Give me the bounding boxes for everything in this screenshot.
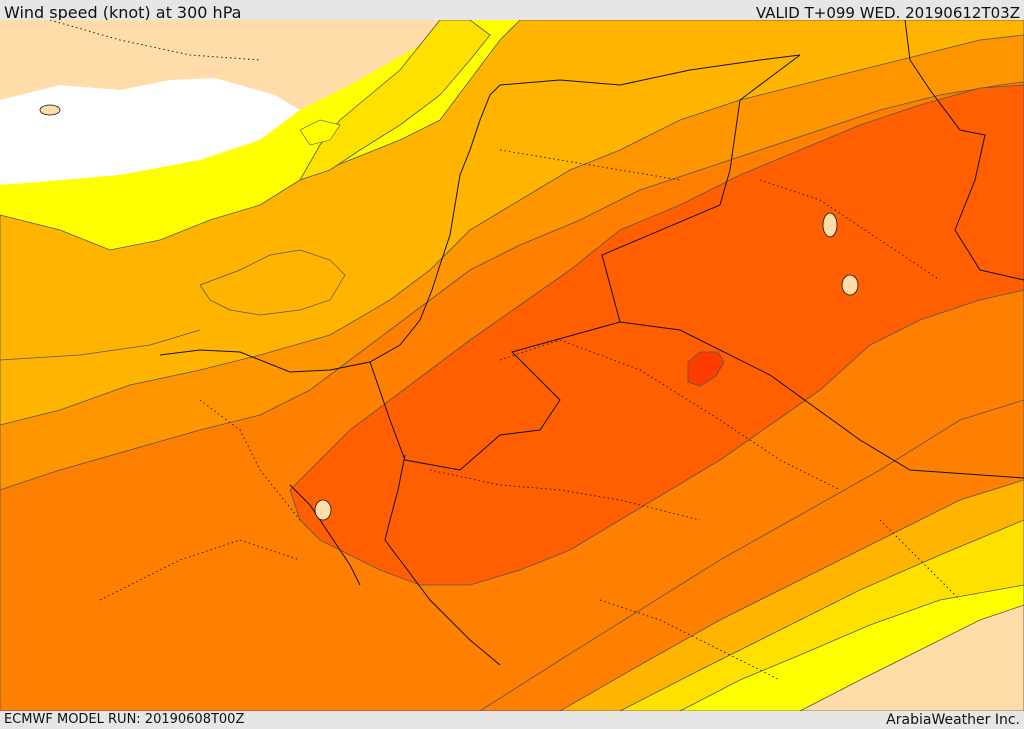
islands	[39, 104, 859, 521]
wind-max-red	[687, 351, 725, 387]
model-run-label: ECMWF MODEL RUN: 20190608T00Z	[4, 712, 245, 727]
isotach-lines	[0, 249, 346, 361]
map-header: Wind speed (knot) at 300 hPa VALID T+099…	[0, 0, 1024, 22]
land-beige-se	[799, 604, 1024, 711]
map-footer: ECMWF MODEL RUN: 20190608T00Z ArabiaWeat…	[0, 711, 1024, 729]
calm-area-white	[0, 78, 300, 185]
coastline-mediterranean	[159, 54, 801, 373]
province-boundaries	[49, 20, 961, 681]
border-line-2	[619, 321, 1024, 479]
map-title: Wind speed (knot) at 300 hPa	[4, 3, 242, 22]
wind-band-orange-dark	[289, 84, 1024, 586]
border-line-3	[904, 20, 1024, 281]
coastline-red-sea	[289, 454, 501, 666]
border-line-1	[369, 54, 801, 471]
valid-time: VALID T+099 WED. 20190612T03Z	[755, 4, 1020, 22]
wind-band-yellow-north	[299, 20, 491, 181]
credit-label: ArabiaWeather Inc.	[886, 712, 1020, 728]
wind-speed-map	[0, 20, 1024, 711]
wind-core-yellow	[299, 119, 341, 146]
